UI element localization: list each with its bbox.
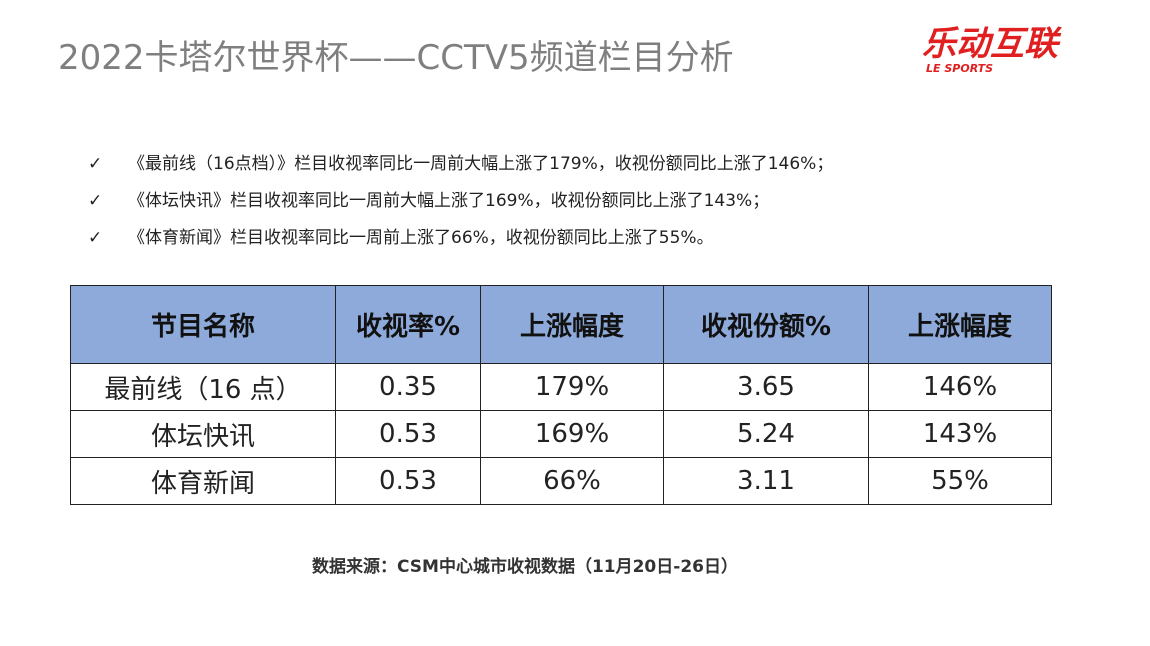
check-icon: ✓: [88, 191, 103, 211]
header-cell: 收视率%: [335, 285, 481, 364]
check-icon: ✓: [88, 228, 103, 248]
cell: 3.11: [663, 457, 869, 505]
header-row: 节目名称 收视率% 上涨幅度 收视份额% 上涨幅度: [70, 285, 1052, 364]
cell: 0.53: [335, 457, 481, 505]
cell: 143%: [868, 410, 1052, 458]
header-cell: 上涨幅度: [868, 285, 1052, 364]
source: 数据来源：CSM中心城市收视数据（11月20日-26日）: [312, 557, 738, 577]
cell: 5.24: [663, 410, 869, 458]
row: 体育新闻 0.53 66% 3.11 55%: [70, 457, 1052, 505]
header-cell: 节目名称: [70, 285, 336, 364]
cell: 体坛快讯: [70, 410, 336, 458]
bullet-text: 《最前线（16点档）》栏目收视率同比一周前大幅上涨了179%，收视份额同比上涨了…: [128, 154, 834, 174]
row: 最前线（16 点） 0.35 179% 3.65 146%: [70, 363, 1052, 411]
cell: 179%: [480, 363, 664, 411]
bullet-text: 《体育新闻》栏目收视率同比一周前上涨了66%，收视份额同比上涨了55%。: [128, 228, 714, 248]
logo-sub: LE SPORTS: [926, 62, 994, 75]
row: 体坛快讯 0.53 169% 5.24 143%: [70, 410, 1052, 458]
bullet: ✓ 《最前线（16点档）》栏目收视率同比一周前大幅上涨了179%，收视份额同比上涨…: [88, 148, 833, 185]
bullet: ✓ 《体坛快讯》栏目收视率同比一周前大幅上涨了169%，收视份额同比上涨了143%…: [88, 185, 833, 222]
cell: 0.53: [335, 410, 481, 458]
cell: 169%: [480, 410, 664, 458]
data-table: 节目名称 收视率% 上涨幅度 收视份额% 上涨幅度 最前线（16 点） 0.35 179% 3.…: [70, 285, 1052, 505]
logo: 乐动互联 LE SPORTS: [922, 26, 1058, 75]
cell: 55%: [868, 457, 1052, 505]
cell: 体育新闻: [70, 457, 336, 505]
title: 2022卡塔尔世界杯——CCTV5频道栏目分析: [58, 38, 734, 78]
cell: 0.35: [335, 363, 481, 411]
logo-text: 乐动互联: [922, 24, 1058, 64]
cell: 146%: [868, 363, 1052, 411]
cell: 66%: [480, 457, 664, 505]
check-icon: ✓: [88, 154, 103, 174]
bullet-text: 《体坛快讯》栏目收视率同比一周前大幅上涨了169%，收视份额同比上涨了143%；: [128, 191, 770, 211]
cell: 最前线（16 点）: [70, 363, 336, 411]
header-cell: 收视份额%: [663, 285, 869, 364]
header-cell: 上涨幅度: [480, 285, 664, 364]
cell: 3.65: [663, 363, 869, 411]
bullet-list: ✓ 《最前线（16点档）》栏目收视率同比一周前大幅上涨了179%，收视份额同比上涨…: [88, 148, 833, 259]
bullet: ✓ 《体育新闻》栏目收视率同比一周前上涨了66%，收视份额同比上涨了55%。: [88, 222, 833, 259]
